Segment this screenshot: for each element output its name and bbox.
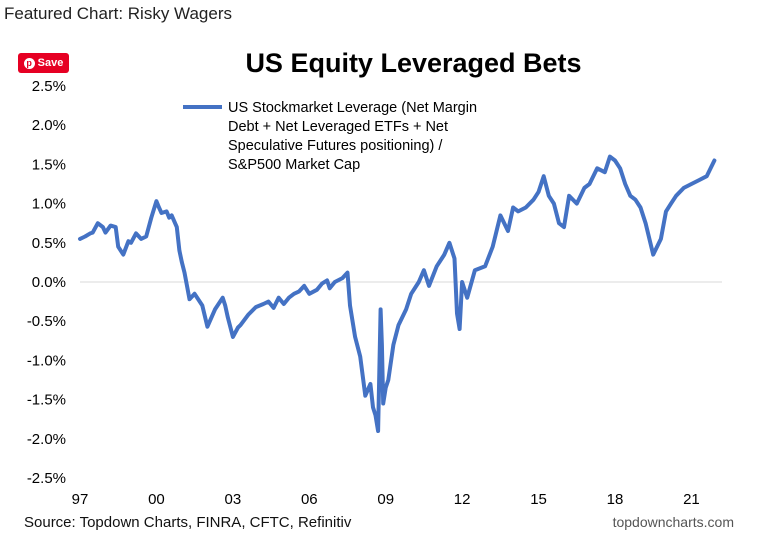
save-button-label: Save bbox=[37, 57, 64, 69]
y-tick-label: 1.0% bbox=[32, 196, 66, 213]
x-tick-label: 15 bbox=[530, 491, 547, 508]
chart-title: US Equity Leveraged Bets bbox=[245, 48, 582, 78]
legend-text-line: Debt + Net Leveraged ETFs + Net bbox=[228, 119, 448, 135]
pinterest-save-button[interactable]: p Save bbox=[18, 53, 69, 73]
x-axis-ticks: 97 00 03 06 09 12 15 18 21 bbox=[72, 491, 700, 508]
y-tick-label: -0.5% bbox=[27, 313, 66, 330]
legend: US Stockmarket Leverage (Net Margin Debt … bbox=[183, 100, 477, 173]
y-tick-label: -1.0% bbox=[27, 352, 66, 369]
y-tick-label: 0.0% bbox=[32, 274, 66, 291]
x-tick-label: 18 bbox=[607, 491, 624, 508]
x-tick-label: 21 bbox=[683, 491, 700, 508]
y-tick-label: 0.5% bbox=[32, 235, 66, 252]
y-axis-ticks: 2.5% 2.0% 1.5% 1.0% 0.5% 0.0% -0.5% -1.0% -1.5% -… bbox=[27, 78, 66, 487]
x-tick-label: 09 bbox=[377, 491, 394, 508]
x-tick-label: 00 bbox=[148, 491, 165, 508]
pinterest-icon: p bbox=[23, 57, 35, 69]
y-tick-label: -1.5% bbox=[27, 392, 66, 409]
y-tick-label: 2.5% bbox=[32, 78, 66, 95]
y-tick-label: 2.0% bbox=[32, 117, 66, 134]
x-tick-label: 06 bbox=[301, 491, 318, 508]
series-line-stockmarket-leverage bbox=[78, 154, 717, 433]
x-tick-label: 12 bbox=[454, 491, 471, 508]
legend-text-line: S&P500 Market Cap bbox=[228, 157, 360, 173]
legend-entry-text: US Stockmarket Leverage (Net Margin Debt … bbox=[228, 100, 477, 173]
x-tick-label: 03 bbox=[225, 491, 242, 508]
legend-text-line: US Stockmarket Leverage (Net Margin bbox=[228, 100, 477, 116]
y-tick-label: -2.0% bbox=[27, 431, 66, 448]
page-header: Featured Chart: Risky Wagers bbox=[4, 4, 232, 23]
y-tick-label: -2.5% bbox=[27, 470, 66, 487]
site-credit: topdowncharts.com bbox=[612, 514, 734, 530]
x-tick-label: 97 bbox=[72, 491, 89, 508]
source-note: Source: Topdown Charts, FINRA, CFTC, Ref… bbox=[24, 514, 352, 531]
y-tick-label: 1.5% bbox=[32, 156, 66, 173]
legend-text-line: Speculative Futures positioning) / bbox=[228, 138, 443, 154]
